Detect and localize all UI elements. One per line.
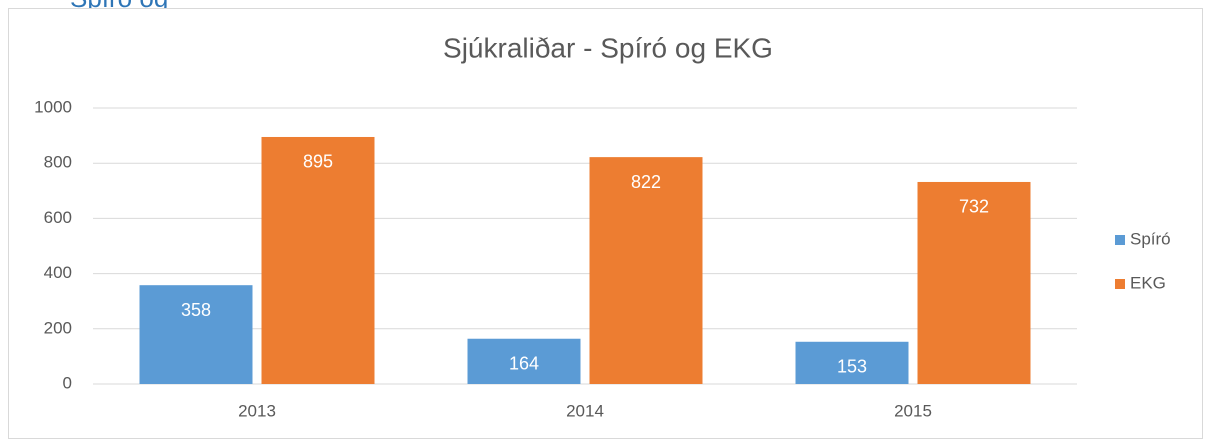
- y-tick-label: 0: [63, 373, 72, 392]
- y-tick-label: 1000: [34, 97, 72, 116]
- chart-title: Sjúkraliðar - Spíró og EKG: [443, 32, 773, 63]
- bar: [795, 341, 909, 384]
- bar: [589, 157, 703, 384]
- data-label: 164: [509, 353, 539, 373]
- y-tick-label: 800: [44, 153, 72, 172]
- bar: [261, 136, 375, 384]
- data-label: 153: [837, 357, 867, 377]
- legend-label: Spíró: [1130, 229, 1171, 248]
- x-tick-label: 2015: [894, 401, 932, 420]
- bar: [917, 181, 1031, 384]
- y-tick-label: 600: [44, 208, 72, 227]
- data-label: 895: [303, 152, 333, 172]
- data-label: 732: [959, 197, 989, 217]
- legend-swatch: [1115, 279, 1125, 289]
- y-tick-label: 400: [44, 263, 72, 282]
- x-tick-label: 2013: [238, 401, 276, 420]
- legend-label: EKG: [1130, 273, 1166, 292]
- x-tick-label: 2014: [566, 401, 604, 420]
- legend-swatch: [1115, 235, 1125, 245]
- bar: [139, 285, 253, 384]
- data-label: 822: [631, 172, 661, 192]
- bar: [467, 338, 581, 384]
- y-tick-label: 200: [44, 318, 72, 337]
- data-label: 358: [181, 300, 211, 320]
